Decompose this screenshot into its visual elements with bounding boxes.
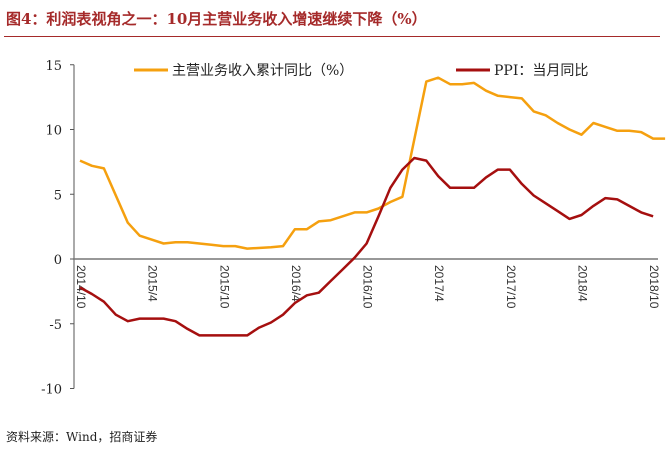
series-line-0 bbox=[79, 76, 666, 250]
source-note: 资料来源：Wind，招商证券 bbox=[6, 430, 158, 444]
x-tick-label: 2015/4 bbox=[146, 265, 160, 302]
x-tick-label: 2015/10 bbox=[217, 265, 231, 309]
y-tick-label: 5 bbox=[54, 188, 62, 203]
series-line-1 bbox=[79, 156, 654, 337]
x-tick-label: 2017/10 bbox=[504, 265, 518, 309]
y-tick-label: 0 bbox=[54, 253, 62, 268]
x-tick-label: 2017/4 bbox=[432, 265, 446, 302]
y-tick-label: 10 bbox=[45, 124, 62, 139]
y-tick-label: -5 bbox=[49, 318, 62, 333]
x-tick-label: 2016/4 bbox=[289, 265, 303, 302]
y-tick-label: 15 bbox=[45, 59, 62, 74]
title-divider bbox=[4, 36, 660, 37]
legend-label: PPI：当月同比 bbox=[494, 63, 588, 79]
y-tick-label: -10 bbox=[41, 383, 62, 398]
legend-label: 主营业务收入累计同比（%） bbox=[172, 63, 353, 79]
x-tick-label: 2018/4 bbox=[575, 265, 589, 302]
chart-title: 图4：利润表视角之一：10月主营业务收入增速继续下降（%） bbox=[6, 10, 427, 28]
x-tick-label: 2016/10 bbox=[361, 265, 375, 309]
x-tick-label: 2018/10 bbox=[647, 265, 661, 309]
